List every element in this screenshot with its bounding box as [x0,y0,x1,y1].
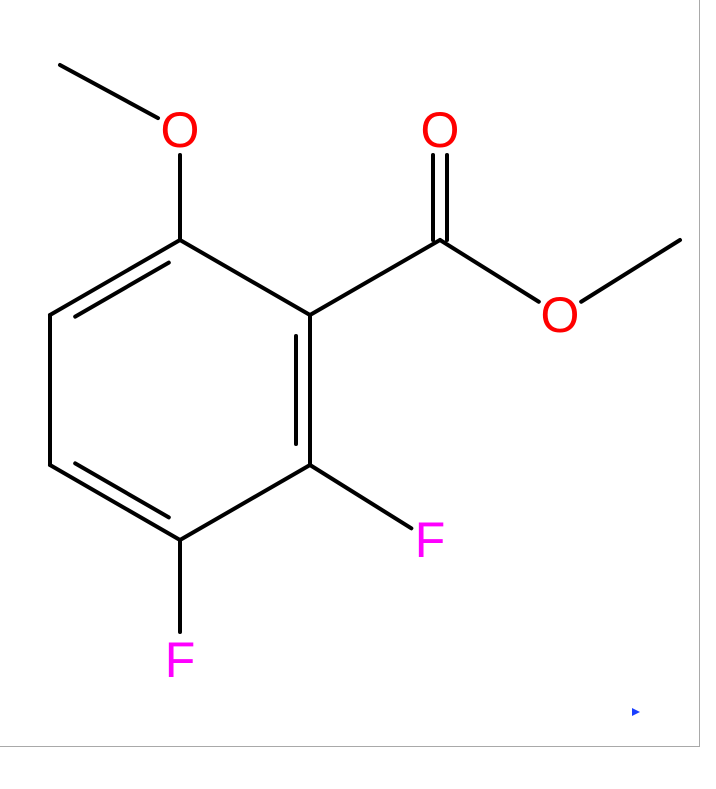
corner-marker-icon [632,708,640,716]
marker-layer [0,0,716,789]
molecule-canvas: OOOFF [0,0,716,789]
